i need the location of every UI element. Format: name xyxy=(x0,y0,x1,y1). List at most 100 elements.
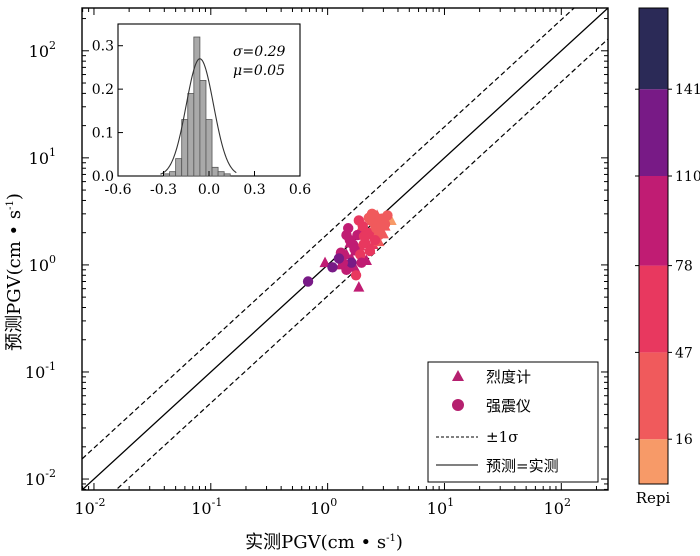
y-axis-title-end: ) xyxy=(4,193,25,200)
circle-marker xyxy=(350,270,362,281)
reference-lines xyxy=(82,8,608,490)
y-tick-label-exp: -2 xyxy=(45,467,56,480)
x-axis-title: 实测PGV(cm • s-1) xyxy=(245,532,403,553)
histogram-bar xyxy=(217,171,225,177)
y-tick-label: 10-1 xyxy=(25,360,56,382)
x-tick-label-exp: -1 xyxy=(212,496,223,509)
x-tick-label-exp: 1 xyxy=(447,496,454,509)
sigma-line-2 xyxy=(114,38,608,490)
colorbar-bin xyxy=(639,439,668,484)
colorbar-tick-label: 47 xyxy=(675,345,693,361)
inset-y-tick-label: 0.3 xyxy=(92,39,114,55)
x-tick-label-base: 10 xyxy=(544,499,564,518)
legend-triangle-icon xyxy=(452,370,464,381)
y-tick-label: 102 xyxy=(29,39,56,61)
circle-marker xyxy=(327,262,338,273)
triangle-marker xyxy=(353,281,365,292)
circle-marker xyxy=(353,215,365,226)
inset-x-tick-label: -0.6 xyxy=(105,182,132,198)
colorbar: 16 47 78 110 141 Repi xyxy=(635,7,700,507)
circle-marker xyxy=(382,210,393,221)
y-tick-label: 10-2 xyxy=(25,467,56,489)
circle-marker xyxy=(369,235,381,246)
sigma-line-1 xyxy=(82,8,576,460)
colorbar-bin xyxy=(639,352,668,440)
y-tick-label: 100 xyxy=(29,253,56,275)
circle-marker xyxy=(355,249,366,260)
legend-frame xyxy=(427,361,599,483)
triangle-marker xyxy=(319,256,331,268)
histogram-bar xyxy=(205,119,213,177)
inset-y-tick-label: 0.2 xyxy=(92,82,114,98)
legend-label-one-to-one: 预测=实测 xyxy=(486,457,559,475)
inset-x-tick-label: -0.3 xyxy=(150,182,177,198)
y-axis-title-sup: -1 xyxy=(5,200,16,210)
histogram-bar xyxy=(187,93,195,177)
circle-marker xyxy=(346,257,357,268)
histogram-bar xyxy=(193,36,201,177)
x-tick-label: 100 xyxy=(310,496,337,518)
histogram-bar xyxy=(175,158,183,177)
inset-x-tick-label: 0.0 xyxy=(198,182,220,198)
histogram-bar xyxy=(223,173,231,177)
y-tick-label-base: 10 xyxy=(25,363,45,382)
x-tick-label-base: 10 xyxy=(191,499,211,518)
x-tick-label-exp: -2 xyxy=(95,496,106,509)
x-axis-ticks: 10-2 10-1 100 101 102 xyxy=(74,8,597,518)
legend-label-sigma: ±1σ xyxy=(486,428,518,446)
y-tick-label-exp: 2 xyxy=(49,39,56,52)
inset-x-tick-label: 0.3 xyxy=(243,182,265,198)
x-tick-label-base: 10 xyxy=(427,499,447,518)
x-tick-label-exp: 0 xyxy=(330,496,337,509)
legend: 烈度计 强震仪 ±1σ 预测=实测 xyxy=(427,361,599,483)
y-tick-label-exp: 1 xyxy=(49,146,56,159)
legend-circle-icon xyxy=(452,399,464,411)
circle-marker xyxy=(366,208,378,220)
circle-marker xyxy=(364,245,376,257)
colorbar-tick-label: 78 xyxy=(675,259,693,275)
histogram-bar xyxy=(199,80,207,177)
x-tick-label: 101 xyxy=(427,496,454,518)
y-tick-label: 101 xyxy=(29,146,56,168)
colorbar-bins xyxy=(639,8,668,484)
inset-histogram: -0.6 -0.3 0.0 0.3 0.6 0.0 0.1 0.2 0.3 σ=0.29 μ=… xyxy=(92,23,311,198)
colorbar-bin xyxy=(639,8,668,90)
circle-marker xyxy=(356,257,367,268)
colorbar-tick-label: 141 xyxy=(675,82,700,98)
x-axis-title-end: ) xyxy=(396,532,403,553)
inset-y-tick-label: 0.0 xyxy=(92,169,114,185)
histogram-bar xyxy=(181,119,189,177)
legend-label-intensity-meter: 烈度计 xyxy=(486,368,531,386)
x-tick-label-exp: 2 xyxy=(564,496,571,509)
colorbar-ticks: 16 47 78 110 141 xyxy=(635,82,700,448)
circle-marker xyxy=(302,276,314,287)
x-tick-label: 10-1 xyxy=(191,496,222,518)
colorbar-bin xyxy=(639,89,668,176)
plot-frame xyxy=(81,7,609,491)
inset-x-tick-label: 0.6 xyxy=(289,182,311,198)
colorbar-tick-label: 16 xyxy=(675,432,693,448)
inset-bars xyxy=(163,36,231,177)
y-tick-label-exp: 0 xyxy=(49,253,56,266)
circle-marker xyxy=(347,239,359,250)
inset-fit-curve xyxy=(160,58,237,175)
colorbar-tick-label: 110 xyxy=(675,169,700,185)
data-markers xyxy=(302,208,397,292)
y-tick-label-base: 10 xyxy=(29,149,49,168)
histogram-bar xyxy=(211,166,219,177)
inset-sigma-label: σ=0.29 xyxy=(233,44,286,60)
legend-label-strong-motion: 强震仪 xyxy=(486,397,531,415)
circle-marker xyxy=(333,253,345,264)
colorbar-frame xyxy=(638,7,669,485)
circle-marker xyxy=(375,220,386,232)
one-to-one-line xyxy=(82,8,608,490)
colorbar-bin xyxy=(639,265,668,353)
colorbar-bin xyxy=(639,176,668,266)
x-axis-title-main: 实测PGV(cm • s xyxy=(245,532,386,553)
y-tick-label-base: 10 xyxy=(29,256,49,275)
histogram-bar xyxy=(163,173,170,177)
y-axis-title-main: 预测PGV(cm • s xyxy=(4,210,25,351)
x-tick-label: 10-2 xyxy=(74,496,105,518)
y-tick-label-base: 10 xyxy=(25,470,45,489)
